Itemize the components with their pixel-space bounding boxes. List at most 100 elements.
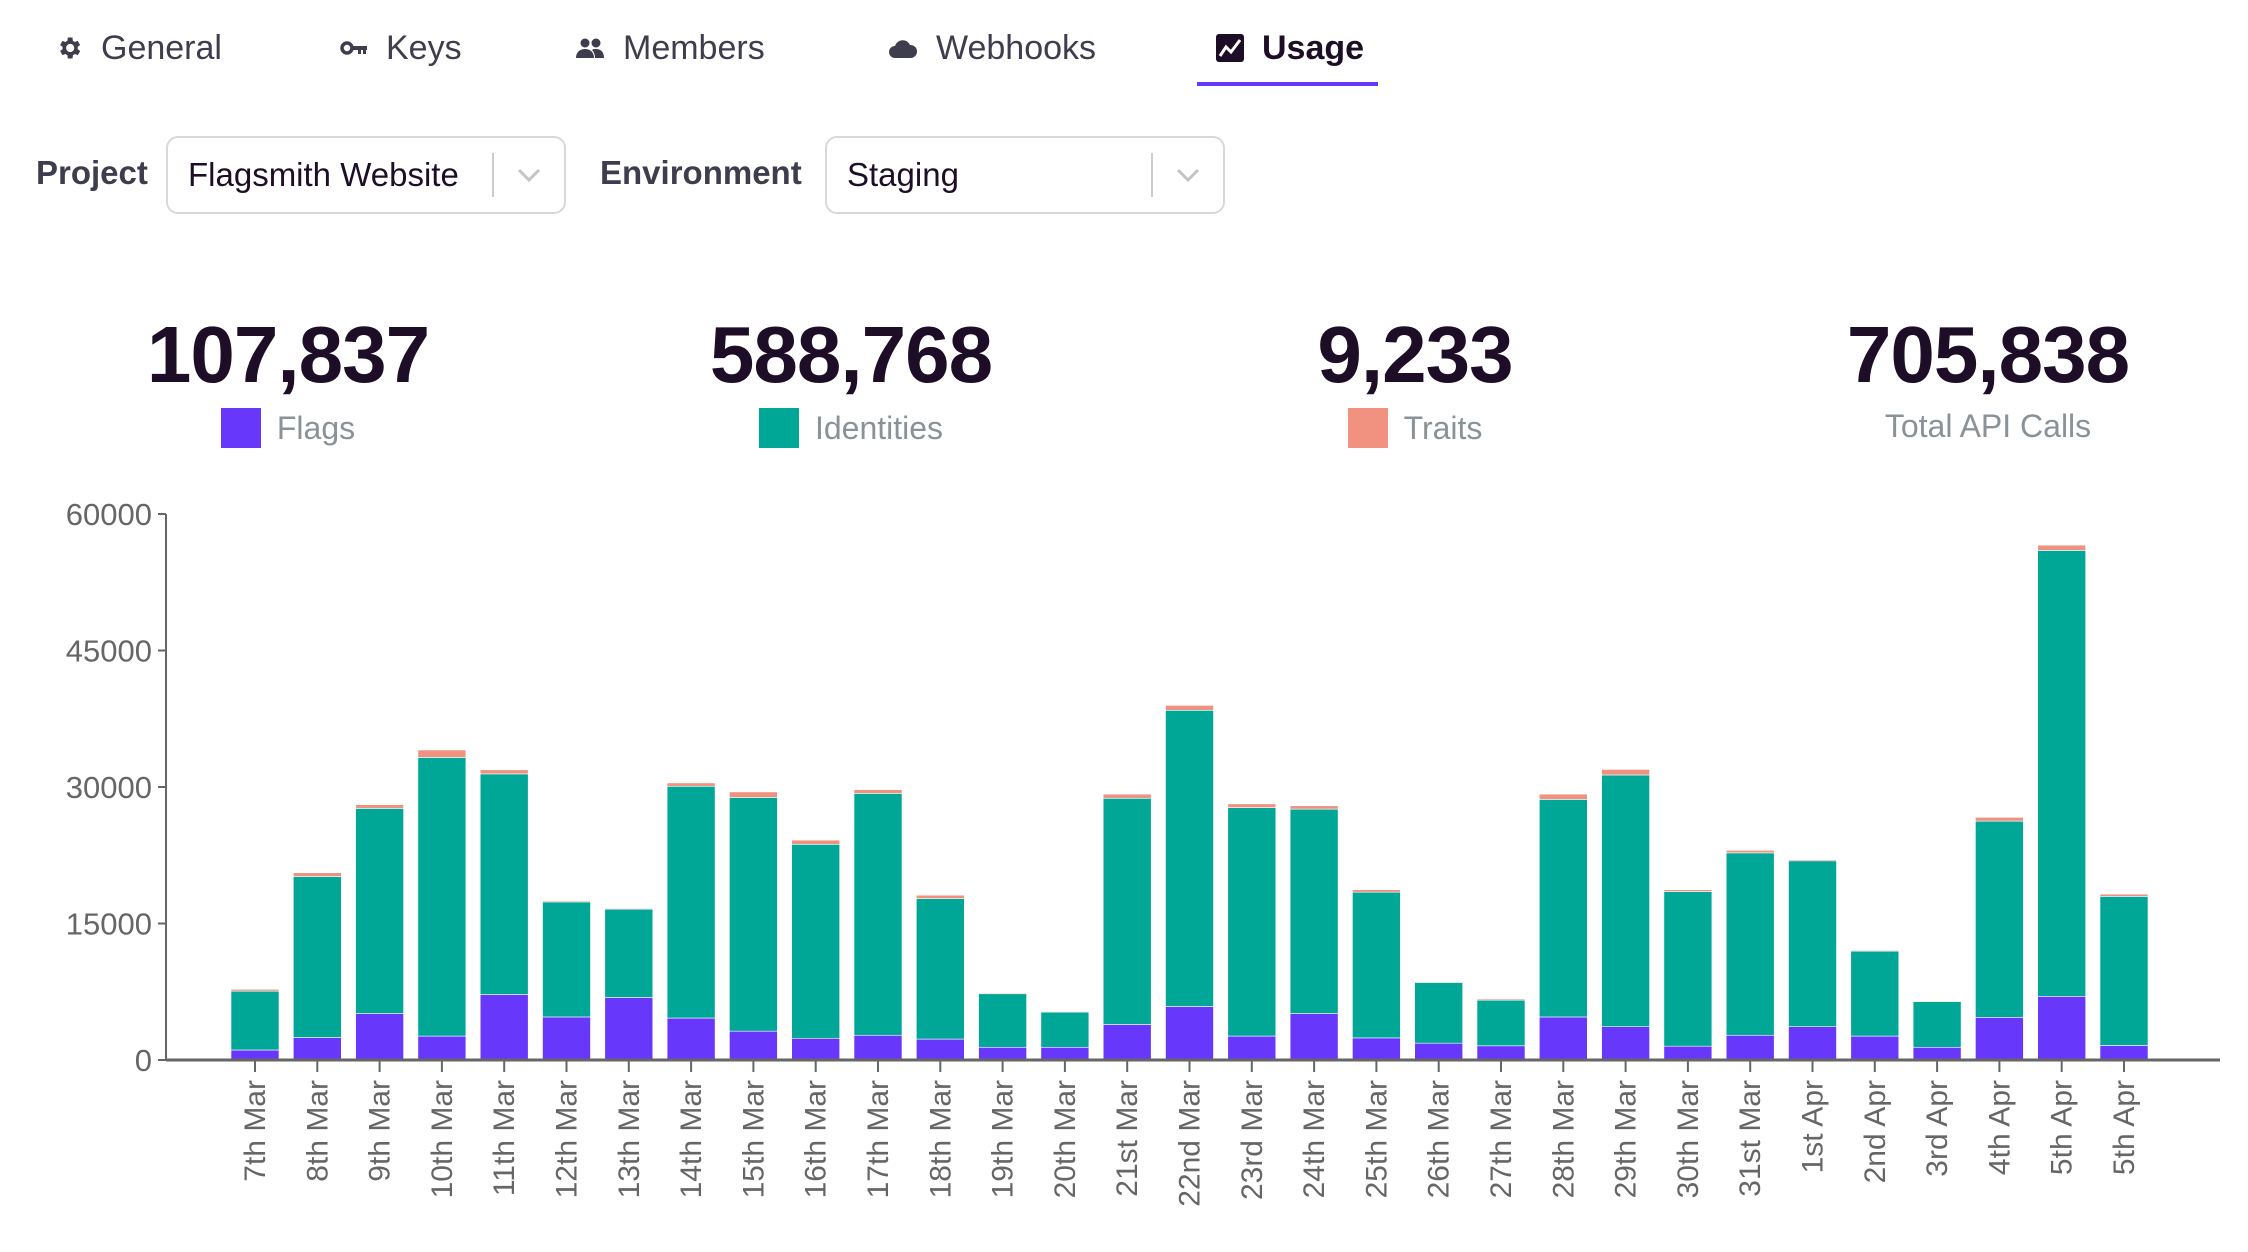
- x-tick-label: 16th Mar: [800, 1080, 833, 1198]
- y-tick-label: 60000: [66, 497, 152, 532]
- identities-legend-swatch: [758, 408, 799, 448]
- x-tick-label: 19th Mar: [987, 1080, 1020, 1198]
- bar-traits: [355, 804, 404, 809]
- bar-flags: [230, 1049, 280, 1061]
- bar-identities: [417, 757, 467, 1037]
- stat-value: 9,233: [1317, 310, 1513, 399]
- bar-flags: [1414, 1042, 1463, 1061]
- bar-identities: [604, 908, 654, 998]
- bar-traits: [915, 894, 965, 899]
- x-tick-label: 8th Mar: [301, 1080, 334, 1182]
- bar-identities: [1975, 820, 2024, 1018]
- bar-flags: [1165, 1006, 1214, 1061]
- x-tick-label: 5th Apr: [2046, 1080, 2079, 1175]
- x-tick-label: 21st Mar: [1111, 1080, 1144, 1197]
- active-tab-indicator: [1197, 82, 1378, 86]
- y-tick-label: 30000: [66, 770, 152, 805]
- bar-identities: [666, 785, 716, 1019]
- bar-traits: [230, 988, 280, 992]
- bar-flags: [853, 1034, 903, 1061]
- bar-identities: [1850, 950, 1900, 1037]
- bar-identities: [1165, 709, 1214, 1007]
- tab-usage[interactable]: Usage: [1216, 22, 1364, 74]
- y-tick-label: 15000: [66, 907, 152, 942]
- bar-flags: [1663, 1045, 1713, 1061]
- x-tick-label: 12th Mar: [551, 1080, 584, 1198]
- bar-identities: [1040, 1011, 1090, 1048]
- tab-members[interactable]: Members: [575, 22, 765, 74]
- bar-traits: [2099, 893, 2149, 897]
- bar-flags: [791, 1037, 841, 1061]
- x-tick-label: 11th Mar: [488, 1080, 521, 1196]
- tab-keys-label: Keys: [386, 28, 462, 67]
- bar-traits: [1601, 769, 1650, 776]
- bar-flags: [479, 994, 529, 1061]
- bar-identities: [978, 993, 1027, 1048]
- bar-traits: [1850, 949, 1900, 952]
- bar-identities: [1912, 1001, 1962, 1048]
- tab-keys[interactable]: Keys: [340, 22, 462, 74]
- x-tick-label: 27th Mar: [1485, 1080, 1518, 1198]
- stat-value: 705,838: [1846, 310, 2130, 399]
- bar-identities: [791, 844, 841, 1039]
- x-tick-label: 20th Mar: [1049, 1080, 1082, 1198]
- stat-traits: 9,233 Traits: [1165, 310, 1665, 448]
- bar-identities: [1663, 891, 1713, 1047]
- bar-traits: [1476, 998, 1526, 1001]
- tab-general[interactable]: General: [55, 22, 222, 74]
- bar-identities: [729, 797, 778, 1032]
- bar-flags: [1227, 1035, 1277, 1061]
- bar-traits: [417, 749, 467, 758]
- bar-flags: [1788, 1026, 1837, 1061]
- y-tick-label: 0: [135, 1043, 152, 1078]
- project-select[interactable]: Flagsmith Website: [166, 136, 566, 214]
- bar-traits: [2037, 544, 2086, 551]
- bar-traits: [791, 839, 841, 845]
- chart-icon: [1216, 34, 1244, 62]
- bar-traits: [1788, 859, 1837, 862]
- bar-traits: [542, 900, 591, 903]
- cloud-icon: [889, 40, 918, 58]
- x-tick-label: 18th Mar: [924, 1080, 957, 1198]
- bar-identities: [1476, 999, 1526, 1047]
- bar-identities: [292, 876, 342, 1038]
- bar-flags: [1289, 1013, 1339, 1061]
- x-tick-label: 28th Mar: [1547, 1080, 1580, 1198]
- bar-flags: [1476, 1045, 1526, 1061]
- x-tick-label: 7th Mar: [239, 1080, 272, 1182]
- chevron-down-icon[interactable]: [494, 168, 564, 182]
- x-tick-label: 3rd Apr: [1921, 1080, 1954, 1177]
- stat-flags: 107,837 Flags: [38, 310, 538, 448]
- tab-webhooks-label: Webhooks: [936, 28, 1097, 67]
- bar-traits: [1165, 705, 1214, 711]
- traits-legend-swatch: [1347, 408, 1388, 448]
- bar-traits: [729, 791, 778, 798]
- bar-flags: [666, 1017, 716, 1061]
- flags-legend-swatch: [220, 408, 261, 448]
- tab-webhooks[interactable]: Webhooks: [888, 22, 1096, 74]
- x-tick-label: 4th Apr: [1983, 1080, 2016, 1175]
- x-tick-label: 9th Mar: [364, 1080, 397, 1182]
- bar-traits: [1414, 981, 1463, 983]
- bar-flags: [2037, 995, 2086, 1061]
- chevron-down-icon[interactable]: [1153, 168, 1223, 182]
- bar-flags: [915, 1038, 965, 1061]
- x-tick-label: 14th Mar: [675, 1080, 708, 1198]
- y-tick-label: 45000: [66, 634, 152, 669]
- bar-traits: [1975, 817, 2024, 822]
- bar-flags: [417, 1035, 467, 1061]
- bar-traits: [1289, 805, 1339, 810]
- bar-flags: [604, 997, 654, 1061]
- x-tick-label: 15th Mar: [737, 1080, 770, 1198]
- project-label: Project: [36, 154, 148, 191]
- bar-flags: [1850, 1035, 1900, 1061]
- x-tick-label: 25th Mar: [1360, 1080, 1393, 1198]
- bar-traits: [1102, 793, 1152, 799]
- bar-flags: [978, 1046, 1027, 1061]
- bar-flags: [355, 1013, 404, 1061]
- environment-select[interactable]: Staging: [825, 136, 1225, 214]
- select-separator: [492, 153, 494, 197]
- x-tick-label: 1st Apr: [1797, 1080, 1830, 1173]
- tab-usage-label: Usage: [1262, 28, 1365, 67]
- x-tick-label: 26th Mar: [1423, 1080, 1456, 1198]
